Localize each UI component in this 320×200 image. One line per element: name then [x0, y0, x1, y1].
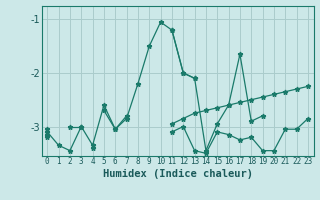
X-axis label: Humidex (Indice chaleur): Humidex (Indice chaleur) [103, 169, 252, 179]
